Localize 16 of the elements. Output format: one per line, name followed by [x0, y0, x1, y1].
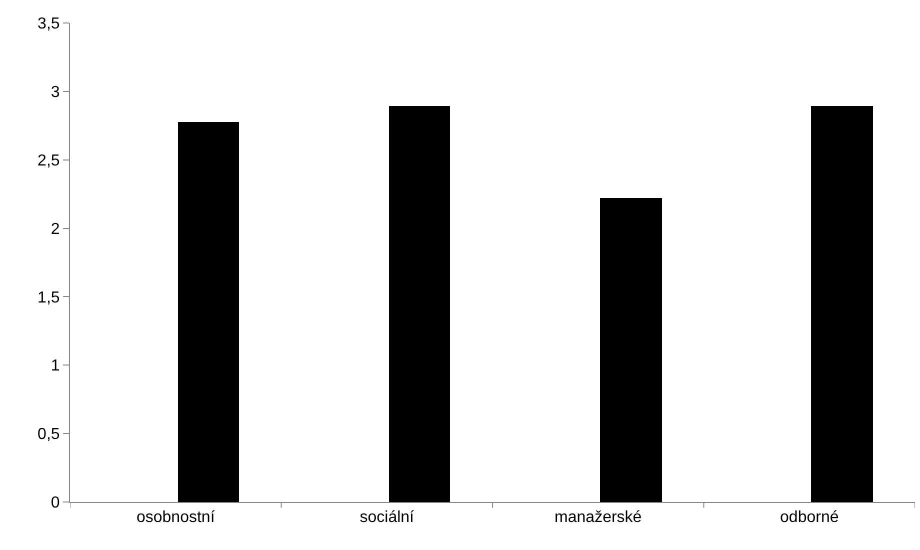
bar: [389, 106, 450, 502]
y-tick-label: 0,5: [38, 426, 60, 444]
x-tick-label: manažerské: [554, 509, 642, 526]
y-tick-label: 2: [50, 220, 60, 238]
bar: [600, 198, 662, 502]
y-tick-label: 1,5: [38, 289, 60, 306]
bar: [811, 106, 873, 502]
bar: [178, 122, 239, 502]
y-tick-label: 2,5: [38, 152, 60, 170]
y-tick-label: 3,5: [38, 16, 60, 33]
x-tick-label: sociální: [360, 509, 415, 526]
y-tick-label: 1: [50, 358, 60, 375]
x-tick-label: odborné: [780, 509, 839, 526]
y-tick-label: 0: [50, 494, 60, 512]
x-tick-label: osobnostní: [136, 509, 216, 526]
y-tick-label: 3: [50, 84, 60, 102]
